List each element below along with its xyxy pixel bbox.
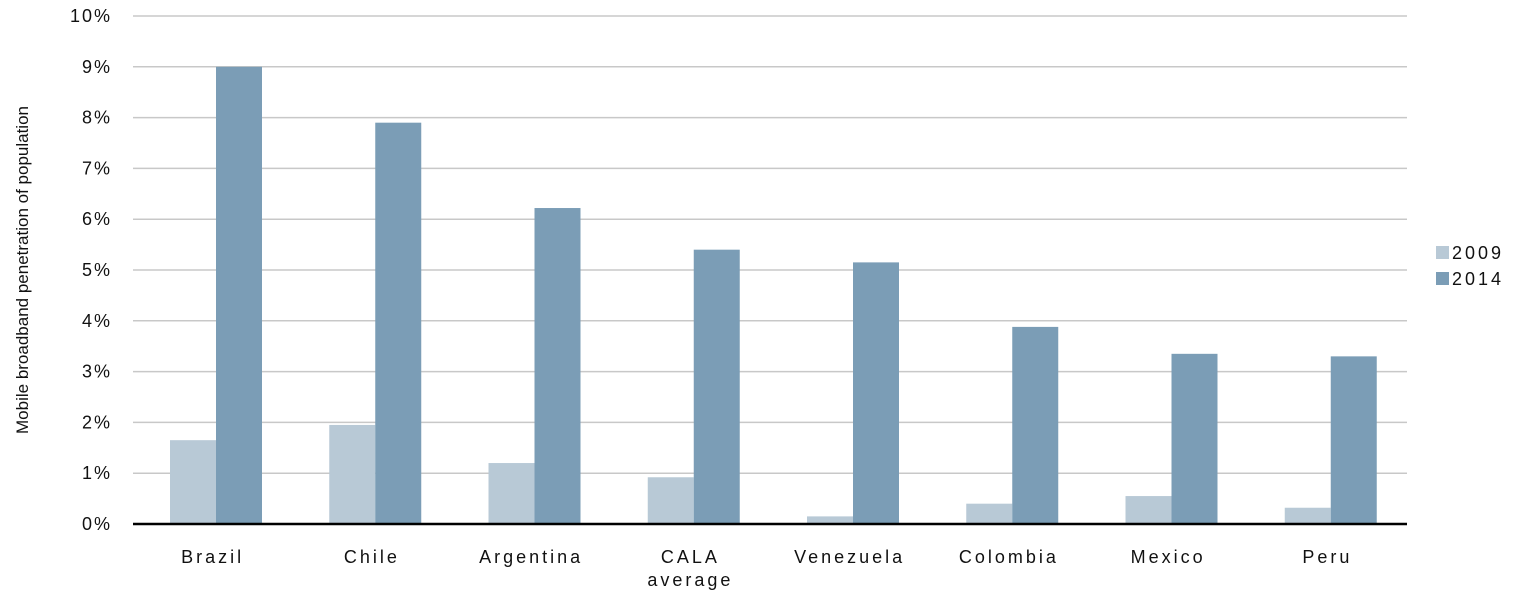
bar-2014-cala-average (693, 249, 740, 524)
x-category-label: Brazil (181, 547, 244, 567)
y-tick-label: 8% (82, 108, 112, 128)
y-tick-label: 9% (82, 57, 112, 77)
bar-2009-peru (1284, 507, 1331, 524)
x-axis-category-labels: Brazil Chile Argentina CALA average Venezuela… (181, 547, 1352, 590)
y-tick-label: 7% (82, 158, 112, 178)
y-axis-title: Mobile broadband penetration of populati… (13, 106, 32, 434)
x-category-label: Colombia (959, 547, 1059, 567)
legend-swatch (1436, 272, 1449, 285)
legend-label: 2014 (1452, 269, 1504, 289)
legend-label: 2009 (1452, 243, 1504, 263)
y-axis-tick-labels: 0% 1% 2% 3% 4% 5% 6% 7% 8% 9% 10% (70, 6, 112, 534)
bar-2009-mexico (1125, 496, 1172, 524)
x-category-label: Argentina (479, 547, 583, 567)
bar-2014-venezuela (853, 262, 899, 524)
gridlines (133, 15, 1407, 474)
bar-2014-mexico (1171, 353, 1218, 524)
bar-2009-colombia (966, 503, 1013, 524)
legend-swatch (1436, 246, 1449, 259)
x-category-label: Chile (344, 547, 400, 567)
y-tick-label: 4% (82, 311, 112, 331)
y-tick-label: 3% (82, 362, 112, 382)
x-category-label: Peru (1302, 547, 1352, 567)
bar-2014-chile (375, 122, 422, 525)
y-tick-label: 1% (82, 463, 112, 483)
x-category-label: Venezuela (794, 547, 905, 567)
bar-2014-brazil (216, 66, 262, 525)
bar-2009-brazil (170, 440, 216, 524)
x-category-label: CALA average (647, 547, 733, 590)
y-tick-label: 10% (70, 6, 112, 26)
y-tick-label: 0% (82, 514, 112, 534)
bar-2009-argentina (488, 463, 535, 524)
bar-2014-argentina (534, 208, 581, 525)
x-category-label: Mexico (1131, 547, 1206, 567)
bars (170, 66, 1377, 525)
bar-2009-chile (329, 424, 376, 524)
legend: 2009 2014 (1436, 243, 1504, 289)
bar-2014-peru (1330, 356, 1377, 524)
y-tick-label: 5% (82, 260, 112, 280)
y-tick-label: 6% (82, 209, 112, 229)
bar-2009-venezuela (807, 516, 853, 524)
bar-2014-colombia (1012, 326, 1059, 524)
bar-2009-cala-average (647, 477, 694, 524)
y-tick-label: 2% (82, 412, 112, 432)
